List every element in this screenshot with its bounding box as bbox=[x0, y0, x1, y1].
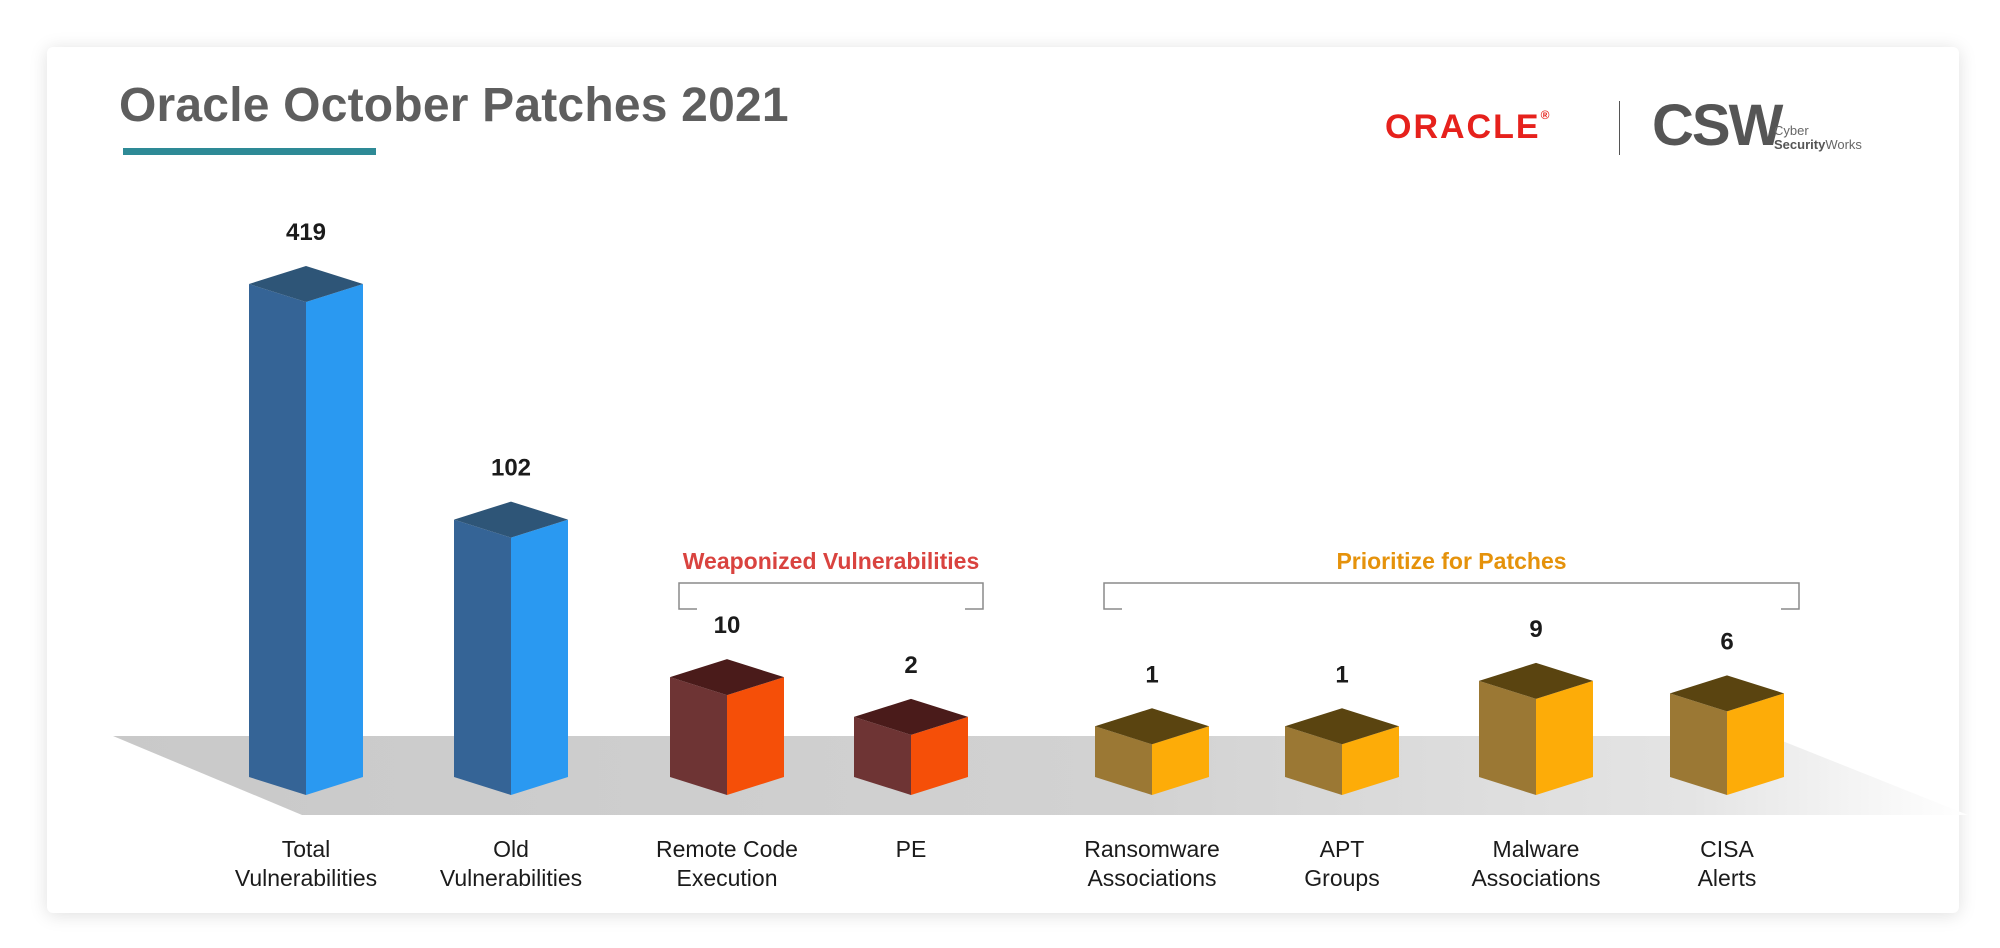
bar-8-category-line: Alerts bbox=[1698, 865, 1757, 891]
bar-1-top-face bbox=[249, 266, 363, 302]
bar-2-left-face bbox=[454, 519, 511, 795]
csw-logo-subtitle: Cyber SecurityWorks bbox=[1774, 124, 1862, 152]
bar-4-category-label: PE bbox=[896, 836, 927, 862]
group-2-label: Prioritize for Patches bbox=[1336, 548, 1566, 574]
bar-5 bbox=[1095, 708, 1209, 795]
bar-2-category-label: Old Vulnerabilities bbox=[440, 836, 582, 891]
bar-7-category-line: Malware bbox=[1493, 836, 1580, 862]
bar-3-category-line: Execution bbox=[676, 865, 777, 891]
bar-3-category-label: Remote Code Execution bbox=[656, 836, 798, 891]
csw-logo: CSW bbox=[1652, 93, 1783, 158]
bar-8-left-face bbox=[1670, 693, 1727, 795]
bar-4-top-face bbox=[854, 698, 968, 735]
bar-6-value-label: 1 bbox=[1335, 661, 1348, 688]
bar-3-left-face bbox=[670, 677, 727, 795]
csw-logo-sub-line2: SecurityWorks bbox=[1774, 138, 1862, 152]
bar-3-top-face bbox=[670, 659, 784, 696]
bar-6 bbox=[1285, 708, 1399, 795]
group-1: Weaponized Vulnerabilities bbox=[678, 548, 984, 610]
bar-5-category-label: Ransomware Associations bbox=[1084, 836, 1220, 891]
oracle-logo-text: ORACLE bbox=[1385, 108, 1541, 146]
bar-6-category-line: Groups bbox=[1304, 865, 1379, 891]
page-title: Oracle October Patches 2021 bbox=[119, 79, 789, 132]
group-1-bracket bbox=[678, 582, 984, 610]
csw-logo-sub-security: Security bbox=[1774, 137, 1826, 152]
bar-5-left-face bbox=[1095, 726, 1152, 795]
group-1-label: Weaponized Vulnerabilities bbox=[683, 548, 980, 574]
bar-7 bbox=[1479, 662, 1593, 795]
bar-6-category-label: APT Groups bbox=[1304, 836, 1379, 891]
bar-1-category-label: Total Vulnerabilities bbox=[235, 836, 377, 891]
csw-logo-sub-works: Works bbox=[1825, 137, 1862, 152]
bar-1-category-line: Vulnerabilities bbox=[235, 865, 377, 891]
bar-2-top-face bbox=[454, 501, 568, 538]
bar-7-left-face bbox=[1479, 680, 1536, 795]
bar-7-right-face bbox=[1536, 680, 1593, 795]
bar-5-category-line: Associations bbox=[1087, 865, 1216, 891]
bar-8-category-label: CISA Alerts bbox=[1698, 836, 1757, 891]
bar-7-value-label: 9 bbox=[1529, 616, 1542, 643]
bar-5-category-line: Ransomware bbox=[1084, 836, 1220, 862]
bar-6-left-face bbox=[1285, 726, 1342, 795]
bar-6-category-line: APT bbox=[1320, 836, 1365, 862]
bar-7-category-line: Associations bbox=[1471, 865, 1600, 891]
bar-7-top-face bbox=[1479, 662, 1593, 699]
bar-4-left-face bbox=[854, 716, 911, 795]
bar-2 bbox=[454, 501, 568, 795]
bar-3-value-label: 10 bbox=[714, 612, 741, 639]
group-2: Prioritize for Patches bbox=[1103, 548, 1800, 610]
bar-1 bbox=[249, 266, 363, 795]
bar-7-category-label: Malware Associations bbox=[1471, 836, 1600, 891]
oracle-logo: ORACLE® bbox=[1385, 108, 1551, 147]
bar-8 bbox=[1670, 675, 1784, 795]
bar-8-top-face bbox=[1670, 675, 1784, 712]
bar-8-right-face bbox=[1727, 693, 1784, 795]
bar-2-value-label: 102 bbox=[491, 455, 531, 482]
bar-3-right-face bbox=[727, 677, 784, 795]
bar-6-top-face bbox=[1285, 708, 1399, 745]
title-underline bbox=[123, 148, 376, 155]
bar-3 bbox=[670, 659, 784, 795]
bar-2-category-line: Old bbox=[493, 836, 529, 862]
bar-4-category-line: PE bbox=[896, 836, 927, 862]
logo-divider bbox=[1619, 101, 1620, 155]
bar-6-right-face bbox=[1342, 726, 1399, 795]
group-2-bracket bbox=[1103, 582, 1800, 610]
bar-1-right-face bbox=[306, 284, 363, 795]
bar-5-value-label: 1 bbox=[1145, 661, 1158, 688]
bar-5-right-face bbox=[1152, 726, 1209, 795]
bar-4-right-face bbox=[911, 716, 968, 795]
bar-2-right-face bbox=[511, 519, 568, 795]
bar-3-category-line: Remote Code bbox=[656, 836, 798, 862]
bar-4-value-label: 2 bbox=[904, 652, 917, 679]
oracle-logo-mark: ® bbox=[1540, 108, 1552, 122]
bar-8-value-label: 6 bbox=[1720, 628, 1733, 655]
bar-1-value-label: 419 bbox=[286, 219, 326, 246]
bar-5-top-face bbox=[1095, 708, 1209, 745]
csw-logo-sub-line1: Cyber bbox=[1774, 123, 1809, 138]
bars bbox=[249, 266, 1784, 795]
bar-2-category-line: Vulnerabilities bbox=[440, 865, 582, 891]
bar-8-category-line: CISA bbox=[1700, 836, 1754, 862]
bar-1-category-line: Total bbox=[282, 836, 331, 862]
bar-4 bbox=[854, 698, 968, 795]
group-brackets: Weaponized Vulnerabilities Prioritize for… bbox=[678, 548, 1800, 610]
bar-1-left-face bbox=[249, 284, 306, 795]
